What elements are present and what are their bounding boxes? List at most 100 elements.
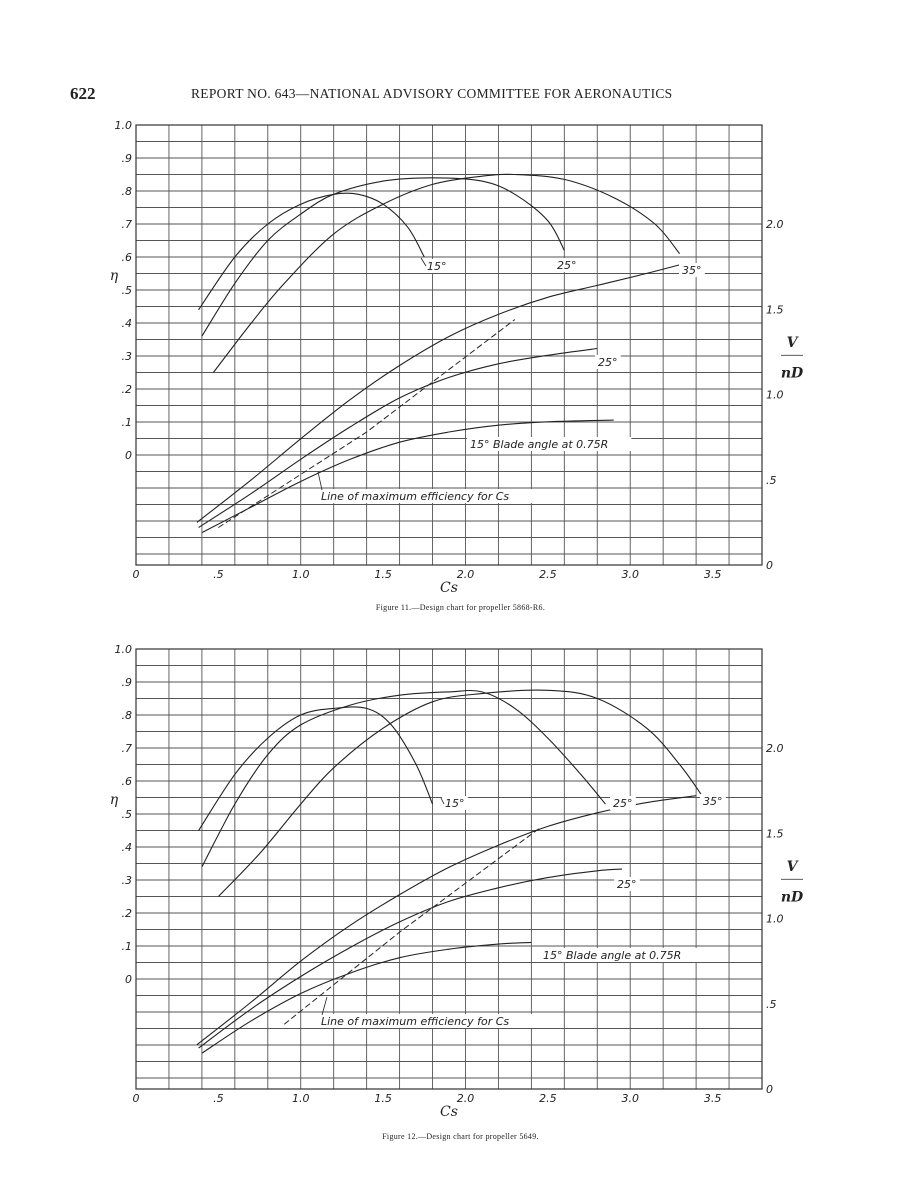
label-vnd-25deg-background xyxy=(595,355,621,369)
eta-tick-label: .2 xyxy=(122,383,133,396)
label-efficiency-35deg-background xyxy=(700,794,726,808)
cs-tick-label: 3.5 xyxy=(704,1092,722,1105)
design-chart-propeller-5649: 0 .1 .2 .3 .4 .5 .6 .7 .8 .9 1.0 0 .5 1.0 1.5 2.0 0 .5 1.0… xyxy=(110,643,804,1120)
label-blade-angle-background xyxy=(467,437,632,451)
x-axis-title: Cs xyxy=(440,1104,458,1120)
vnd-curve-35deg xyxy=(196,795,697,1046)
label-blade-angle-background xyxy=(540,948,705,962)
eta-tick-label: .6 xyxy=(122,251,133,264)
max-efficiency-line xyxy=(218,319,516,528)
eta-tick-label: .5 xyxy=(122,808,133,821)
vnd-axis-title-denominator: nD xyxy=(781,889,804,905)
label-efficiency-25deg-background xyxy=(610,796,636,810)
label-efficiency-35deg: 35° xyxy=(703,795,723,808)
vnd-tick-label: 0 xyxy=(766,1083,773,1096)
eta-tick-label: .7 xyxy=(122,742,133,755)
cs-tick-label: 2.5 xyxy=(539,568,557,581)
vnd-curve-25deg xyxy=(198,868,623,1049)
label-efficiency-25deg: 25° xyxy=(557,259,577,272)
cs-tick-label: 2.0 xyxy=(457,568,475,581)
cs-tick-label: 3.0 xyxy=(621,568,639,581)
vnd-tick-label: 1.5 xyxy=(766,303,784,316)
label-efficiency-15deg: 15° xyxy=(427,260,447,273)
efficiency-curve-15deg xyxy=(198,706,434,831)
eta-tick-label: .2 xyxy=(122,907,133,920)
vnd-axis-title-numerator: V xyxy=(787,335,800,351)
label-max-efficiency: Line of maximum efficiency for Cs xyxy=(321,1015,509,1028)
label-efficiency-25deg-background xyxy=(554,258,580,272)
vnd-tick-label: 1.0 xyxy=(766,389,784,402)
label-blade-angle: 15° Blade angle at 0.75R xyxy=(543,949,681,962)
cs-tick-label: .5 xyxy=(213,568,224,581)
vnd-tick-label: .5 xyxy=(766,998,777,1011)
vnd-curve-35deg xyxy=(196,264,680,523)
eta-tick-label: .9 xyxy=(122,676,133,689)
eta-tick-label: .7 xyxy=(122,218,133,231)
eta-tick-label: .3 xyxy=(122,874,133,887)
label-max-efficiency: Line of maximum efficiency for Cs xyxy=(321,490,509,503)
eta-tick-label: .4 xyxy=(122,841,133,854)
label-efficiency-35deg: 35° xyxy=(682,264,702,277)
eta-tick-label: 1.0 xyxy=(115,643,133,656)
design-chart-propeller-5868-r6: 0 .1 .2 .3 .4 .5 .6 .7 .8 .9 1.0 0 .5 1.0 1.5 2.0 0 .5 1.0… xyxy=(110,119,804,596)
label-blade-angle: 15° Blade angle at 0.75R xyxy=(470,438,608,451)
efficiency-curve-35deg xyxy=(218,689,702,897)
eta-tick-label: .6 xyxy=(122,775,133,788)
cs-tick-label: 0 xyxy=(133,568,140,581)
eta-tick-label: .4 xyxy=(122,317,133,330)
label-efficiency-35deg-background xyxy=(679,263,705,277)
vnd-tick-label: 0 xyxy=(766,559,773,572)
cs-tick-label: 3.5 xyxy=(704,568,722,581)
label-efficiency-15deg-background xyxy=(442,796,468,810)
eta-tick-label: .1 xyxy=(122,416,133,429)
vnd-tick-label: 1.0 xyxy=(766,913,784,926)
vnd-tick-label: .5 xyxy=(766,474,777,487)
cs-tick-label: .5 xyxy=(213,1092,224,1105)
vnd-axis-title-numerator: V xyxy=(787,859,800,875)
label-efficiency-15deg-leader xyxy=(420,257,427,267)
eta-tick-label: .3 xyxy=(122,350,133,363)
eta-tick-label: 1.0 xyxy=(115,119,133,132)
efficiency-curve-25deg xyxy=(201,689,606,868)
label-vnd-25deg-background xyxy=(614,877,640,891)
page-number: 622 xyxy=(70,84,96,103)
chart-frame xyxy=(135,648,763,1090)
eta-tick-label: .8 xyxy=(122,709,133,722)
figure-11-caption: Figure 11.—Design chart for propeller 58… xyxy=(375,603,546,612)
eta-axis-title: η xyxy=(110,268,119,284)
label-efficiency-15deg: 15° xyxy=(445,797,465,810)
eta-axis-title: η xyxy=(110,792,119,808)
cs-tick-label: 2.0 xyxy=(457,1092,475,1105)
cs-tick-label: 3.0 xyxy=(621,1092,639,1105)
cs-tick-label: 1.5 xyxy=(374,1092,392,1105)
eta-tick-label: .1 xyxy=(122,940,133,953)
figure-12-caption: Figure 12.—Design chart for propeller 56… xyxy=(382,1132,539,1141)
label-efficiency-25deg: 25° xyxy=(613,797,633,810)
cs-tick-label: 0 xyxy=(133,1092,140,1105)
label-efficiency-15deg-background xyxy=(424,259,450,273)
eta-tick-label: .8 xyxy=(122,185,133,198)
vnd-curve-25deg xyxy=(198,347,598,528)
vnd-curve-15deg xyxy=(201,419,614,534)
vnd-curve-15deg xyxy=(201,941,532,1054)
report-title: REPORT NO. 643—NATIONAL ADVISORY COMMITT… xyxy=(191,86,673,101)
label-max-efficiency-background xyxy=(318,1014,542,1028)
x-axis-title: Cs xyxy=(440,580,458,596)
label-vnd-25deg: 25° xyxy=(598,356,618,369)
label-max-efficiency-leader xyxy=(317,471,323,491)
label-efficiency-15deg-leader xyxy=(440,797,445,805)
chart-grid xyxy=(135,648,763,1090)
vnd-tick-label: 2.0 xyxy=(766,742,784,755)
eta-tick-label: 0 xyxy=(125,973,132,986)
chart-frame xyxy=(135,124,763,566)
label-vnd-25deg: 25° xyxy=(617,878,637,891)
efficiency-curve-25deg xyxy=(201,177,565,337)
eta-tick-label: .5 xyxy=(122,284,133,297)
vnd-tick-label: 2.0 xyxy=(766,218,784,231)
cs-tick-label: 1.5 xyxy=(374,568,392,581)
label-max-efficiency-background xyxy=(318,489,542,503)
cs-tick-label: 2.5 xyxy=(539,1092,557,1105)
eta-tick-label: 0 xyxy=(125,449,132,462)
eta-tick-label: .9 xyxy=(122,152,133,165)
vnd-axis-title-denominator: nD xyxy=(781,365,804,381)
